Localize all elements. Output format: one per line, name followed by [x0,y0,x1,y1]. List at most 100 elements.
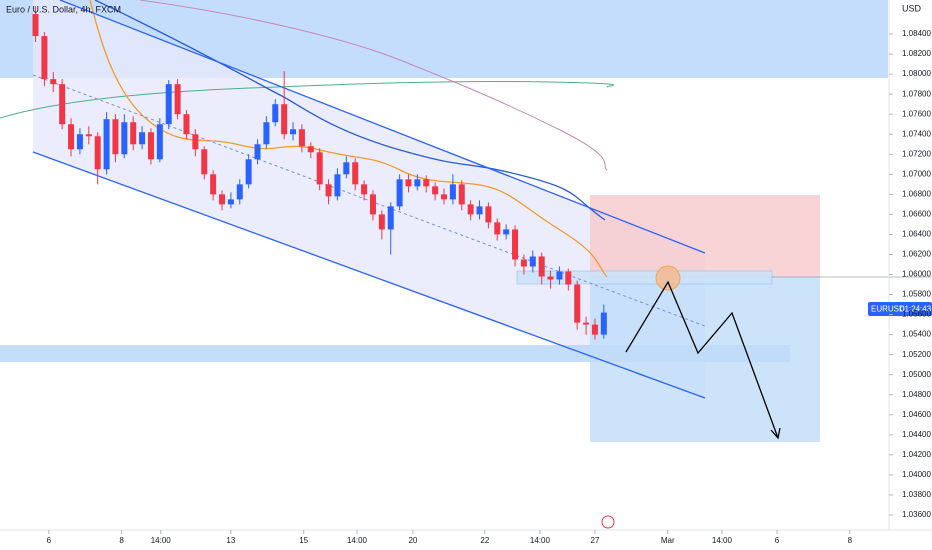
y-tick-label: 1.05400 [902,330,931,339]
ma-green [0,80,615,119]
candle-body [263,122,270,145]
candle-body [458,184,465,205]
retest-zone [516,270,773,285]
candle-body [121,122,128,155]
y-tick-label: 1.04400 [902,430,931,439]
candle-body [334,174,341,197]
ma-purple [139,0,608,171]
y-tick-label: 1.08400 [902,29,931,38]
y-tick-label: 1.07200 [902,149,931,158]
projection-arrow [770,427,781,440]
x-tick-label: 8 [119,536,124,545]
y-tick-label: 1.03800 [902,490,931,499]
candle-body [32,14,39,37]
x-tick-label: 6 [47,536,52,545]
y-tick-label: 1.05200 [902,350,931,359]
x-tick-label: 6 [775,536,780,545]
drawings [0,0,932,529]
candle-body [387,206,394,230]
candle-body [130,122,137,145]
y-tick-label: 1.06800 [902,189,931,198]
retest-marker [655,265,681,291]
candle-body [467,204,474,215]
candle-body [50,79,57,85]
candle-body [227,199,234,205]
candle-body [59,84,66,125]
candle-body [405,179,412,187]
y-tick-label: 1.08200 [902,49,931,58]
candle-body [520,259,527,267]
chart-title: Euro / U.S. Dollar, 4h, FXCM [6,4,121,14]
x-tick-label: 27 [591,536,600,545]
symbol-badge [868,302,932,316]
y-tick-label: 1.06600 [902,210,931,219]
y-tick-label: 1.06000 [902,270,931,279]
candle-body [219,194,225,205]
y-tick-label: 1.07400 [902,129,931,138]
candle-body [565,271,572,285]
ma-orange [89,0,608,278]
symbol-label: EURUSD [871,305,905,314]
candle-body [316,152,323,185]
x-tick-label: 8 [848,536,853,545]
y-tick-label: 1.04800 [902,390,931,399]
target-zone [590,277,820,442]
x-tick-label: 14:00 [712,536,733,545]
y-tick-label: 1.04000 [902,470,931,479]
candle-body [281,104,288,135]
y-tick-label: 1.07800 [902,89,931,98]
candle-body [103,119,110,170]
candle-body [112,119,119,155]
candle-body [254,144,261,160]
candle-body [432,186,439,195]
candle-body [574,284,581,323]
candle-body [414,179,421,187]
candle-body [76,134,83,150]
candle-body [165,84,172,125]
candle-body [352,162,359,185]
x-tick-label: 14:00 [530,536,551,545]
stop-zone [590,195,820,277]
candle-body [290,129,297,135]
candle-body [85,134,92,137]
y-tick-label: 1.05000 [902,370,931,379]
candle-body [476,206,483,215]
event-icon [601,515,615,529]
candle-body [449,184,456,200]
candle-body [538,256,545,277]
candle-body [361,184,368,195]
candle-body [441,194,447,200]
candle-body [174,84,181,115]
y-tick-label: 1.04200 [902,450,931,459]
x-tick-label: 13 [226,536,235,545]
y-tick-label: 1.07000 [902,169,931,178]
candle-body [210,174,217,195]
x-tick-label: 14:00 [151,536,172,545]
candle-body [396,179,403,207]
y-tick-label: 1.03600 [902,510,931,519]
candle-body [192,134,199,150]
y-tick-label: 1.06200 [902,250,931,259]
candle-body [307,146,314,153]
countdown-label: 01:24:43 [900,305,932,314]
candle-body [156,124,163,160]
candle-body [556,271,563,280]
y-tick-label: 1.05800 [902,290,931,299]
candle-body [41,36,48,80]
candle-body [272,104,279,123]
x-tick-label: 22 [480,536,489,545]
x-tick-label: Mar [661,536,675,545]
candle-body [423,179,430,187]
candle-body [512,229,519,260]
candle-body [343,162,350,175]
candle-body [547,276,554,280]
x-tick-label: 20 [408,536,417,545]
candle-body [529,256,536,267]
candle-body [369,194,376,215]
candle-body [68,124,75,150]
candle-body [583,322,590,325]
x-tick-label: 15 [299,536,308,545]
channel-lower [32,151,706,399]
candle-body [236,184,243,200]
